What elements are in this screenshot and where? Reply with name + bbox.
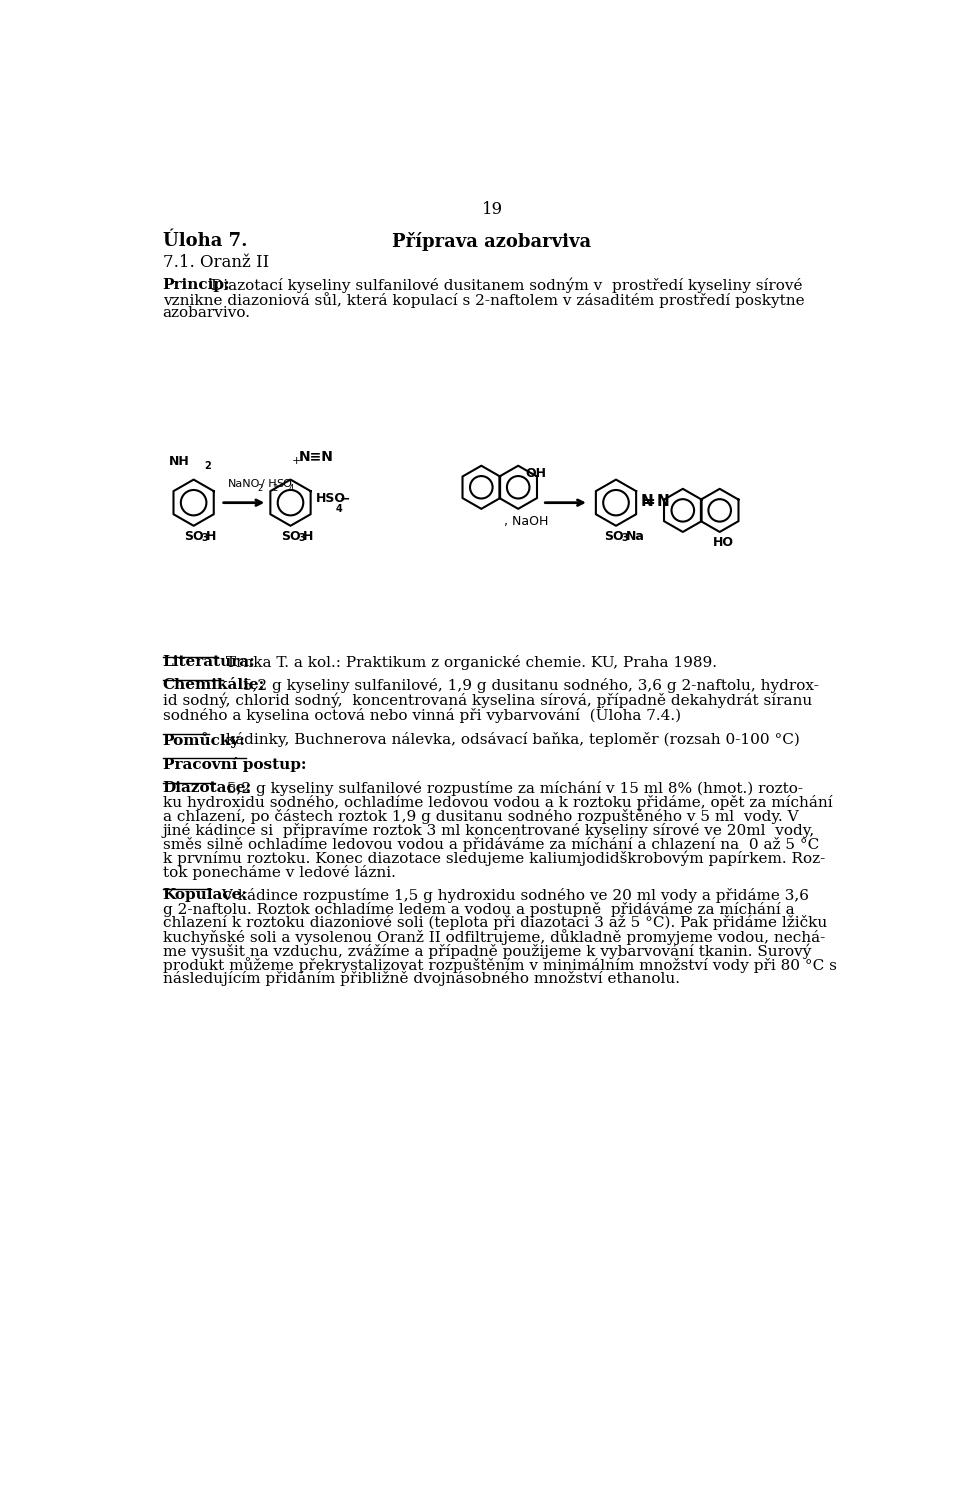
Text: , NaOH: , NaOH	[504, 515, 548, 527]
Text: H: H	[206, 530, 216, 542]
Text: HO: HO	[713, 536, 733, 548]
Text: azobarvivo.: azobarvivo.	[162, 306, 251, 320]
Text: sodného a kyselina octová nebo vinná při vybarvování  (Úloha 7.4.): sodného a kyselina octová nebo vinná při…	[162, 707, 681, 723]
Text: N: N	[641, 493, 654, 508]
Text: SO: SO	[281, 530, 300, 542]
Text: / H: / H	[261, 478, 276, 489]
Text: 4: 4	[335, 503, 342, 514]
Text: Pomůcky:: Pomůcky:	[162, 732, 246, 748]
Text: 3: 3	[299, 533, 305, 544]
Text: produkt můžeme překrystalizovat rozpuštěním v minimálním množství vody při 80 °C: produkt můžeme překrystalizovat rozpuště…	[162, 958, 836, 973]
Text: SO: SO	[276, 478, 292, 489]
Text: jiné kádince si  připravíme roztok 3 ml koncentrované kyseliny sírové ve 20ml  v: jiné kádince si připravíme roztok 3 ml k…	[162, 823, 815, 838]
Text: a chlazení, po částech roztok 1,9 g dusitanu sodného rozpuštěného v 5 ml  vody. : a chlazení, po částech roztok 1,9 g dusi…	[162, 810, 799, 825]
Text: Princip:: Princip:	[162, 278, 230, 291]
Text: chlazení k roztoku diazoniové soli (teplota při diazotaci 3 až 5 °C). Pak přidám: chlazení k roztoku diazoniové soli (tepl…	[162, 916, 827, 931]
Text: 5,2 g kyseliny sulfanilové rozpustíme za míchání v 15 ml 8% (hmot.) rozto-: 5,2 g kyseliny sulfanilové rozpustíme za…	[223, 781, 804, 796]
Text: Diazotací kyseliny sulfanilové dusitanem sodným v  prostředí kyseliny sírové: Diazotací kyseliny sulfanilové dusitanem…	[211, 278, 803, 293]
Text: OH: OH	[525, 468, 546, 480]
Text: SO: SO	[605, 530, 624, 542]
Text: 2: 2	[204, 462, 211, 471]
Text: Na: Na	[626, 530, 645, 542]
Text: Pracovní postup:: Pracovní postup:	[162, 757, 306, 772]
Text: kuchyňské soli a vysolenou Oranž II odfiltrujeme, důkladně promyjeme vodou, nech: kuchyňské soli a vysolenou Oranž II odfi…	[162, 929, 825, 946]
Text: vznikne diazoniová sůl, která kopulací s 2-naftolem v zásaditém prostředí poskyt: vznikne diazoniová sůl, která kopulací s…	[162, 291, 804, 308]
Text: ku hydroxidu sodného, ochladíme ledovou vodou a k roztoku přidáme, opět za míchá: ku hydroxidu sodného, ochladíme ledovou …	[162, 795, 832, 810]
Text: Diazotace:: Diazotace:	[162, 781, 252, 795]
Text: 2: 2	[257, 484, 262, 493]
Text: =: =	[642, 493, 655, 508]
Text: NH: NH	[169, 456, 190, 468]
Text: následujícím přidáním přibližně dvojnásobného množství ethanolu.: následujícím přidáním přibližně dvojnáso…	[162, 971, 680, 986]
Text: kádinky, Buchnerova nálevka, odsávací baňka, teploměr (rozsah 0-100 °C): kádinky, Buchnerova nálevka, odsávací ba…	[221, 732, 800, 747]
Text: NaNO: NaNO	[228, 478, 260, 489]
Text: +: +	[292, 456, 301, 466]
Text: Chemikálie:: Chemikálie:	[162, 678, 265, 692]
Text: 3: 3	[202, 533, 208, 544]
Text: směs silně ochladíme ledovou vodou a přidáváme za míchání a chlazení na  0 až 5 : směs silně ochladíme ledovou vodou a při…	[162, 837, 819, 852]
Text: SO: SO	[184, 530, 204, 542]
Text: Kopulace:: Kopulace:	[162, 887, 248, 902]
Text: id sodný, chlorid sodný,  koncentrovaná kyselina sírová, případně dekahydrát sír: id sodný, chlorid sodný, koncentrovaná k…	[162, 692, 812, 708]
Text: 7.1. Oranž II: 7.1. Oranž II	[162, 254, 269, 270]
Text: 2: 2	[273, 484, 278, 493]
Text: me vysušit na vzduchu, zvážíme a případně použijeme k vybarvování tkanin. Surový: me vysušit na vzduchu, zvážíme a případn…	[162, 943, 811, 959]
Text: Trnka T. a kol.: Praktikum z organické chemie. KU, Praha 1989.: Trnka T. a kol.: Praktikum z organické c…	[221, 656, 717, 671]
Text: 5,2 g kyseliny sulfanilové, 1,9 g dusitanu sodného, 3,6 g 2-naftolu, hydrox-: 5,2 g kyseliny sulfanilové, 1,9 g dusita…	[238, 678, 819, 693]
Text: g 2-naftolu. Roztok ochladíme ledem a vodou a postupně  přidáváme za míchání a: g 2-naftolu. Roztok ochladíme ledem a vo…	[162, 901, 794, 916]
Text: −: −	[339, 493, 349, 505]
Text: tok ponecháme v ledové lázni.: tok ponecháme v ledové lázni.	[162, 865, 396, 880]
Text: Příprava azobarviva: Příprava azobarviva	[393, 232, 591, 251]
Text: HSO: HSO	[316, 493, 346, 505]
Text: V kádince rozpustíme 1,5 g hydroxidu sodného ve 20 ml vody a přidáme 3,6: V kádince rozpustíme 1,5 g hydroxidu sod…	[217, 887, 809, 902]
Text: Literatura:: Literatura:	[162, 656, 255, 669]
Text: Úloha 7.: Úloha 7.	[162, 232, 247, 249]
Text: 3: 3	[621, 533, 628, 544]
Text: 4: 4	[288, 484, 294, 493]
Text: H: H	[303, 530, 313, 542]
Text: N≡N: N≡N	[299, 450, 333, 465]
Text: N: N	[657, 493, 670, 508]
Text: k prvnímu roztoku. Konec diazotace sledujeme kaliumjodidškrobovým papírkem. Roz-: k prvnímu roztoku. Konec diazotace sledu…	[162, 850, 825, 867]
Text: 19: 19	[481, 200, 503, 218]
